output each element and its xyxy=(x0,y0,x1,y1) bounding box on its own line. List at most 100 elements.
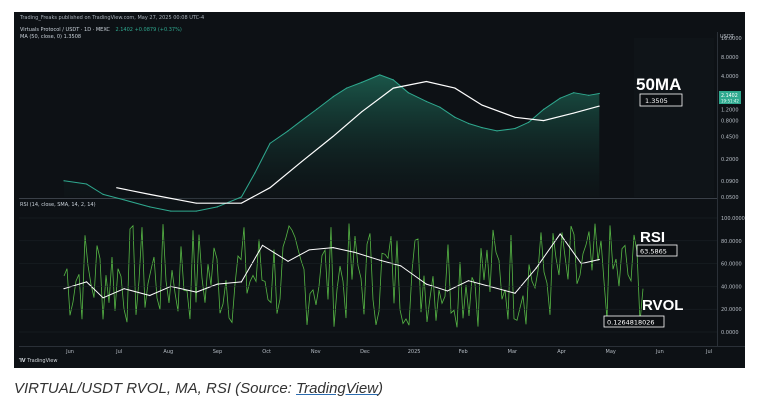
price-point-20 xyxy=(425,100,427,103)
rsi-point-14 xyxy=(379,259,381,261)
price-point-0 xyxy=(63,180,65,182)
currency-label: USDT xyxy=(720,34,735,40)
rsi-point-20 xyxy=(514,292,516,294)
time-tick-1: Jul xyxy=(115,349,122,355)
price-segment-5 xyxy=(149,206,171,212)
price-point-32 xyxy=(598,92,600,95)
price-segment-17 xyxy=(361,74,380,83)
rsi-segment-21 xyxy=(514,267,537,294)
price-area xyxy=(64,74,600,212)
price-change: 2.1402 +0.0879 (+0.37%) xyxy=(115,27,182,33)
rsi-point-15 xyxy=(400,265,402,267)
price-point-23 xyxy=(467,122,470,125)
rsi-segment-22 xyxy=(535,233,561,269)
time-tick-8: Feb xyxy=(459,349,468,355)
price-point-9 xyxy=(254,172,256,174)
price-segment-18 xyxy=(379,74,394,81)
rsi-point-17 xyxy=(446,290,449,292)
ma-point-4 xyxy=(269,187,271,189)
price-segment-8 xyxy=(217,196,242,208)
current-price-value: 2.1402 xyxy=(721,93,738,99)
price-point-12 xyxy=(300,119,303,122)
rsi-tick-3: 40.0000 xyxy=(721,284,742,290)
ma-point-7 xyxy=(361,111,363,113)
rsi-tick-2: 60.0000 xyxy=(721,262,742,268)
rsi-label: RSI xyxy=(640,229,665,246)
ma-point-9 xyxy=(425,81,427,83)
price-point-19 xyxy=(407,92,409,94)
price-segment-11 xyxy=(269,130,289,144)
chart-svg: 16.00008.00004.00002.10001.20000.80000.4… xyxy=(14,12,745,368)
rsi-tick-1: 80.0000 xyxy=(721,239,742,245)
price-point-17 xyxy=(379,74,381,76)
ma-point-15 xyxy=(598,105,600,107)
rsi-segment-15 xyxy=(379,259,401,267)
rsi-segment-12 xyxy=(309,247,334,251)
rsi-segment-6 xyxy=(170,285,197,293)
price-point-3 xyxy=(123,199,125,201)
price-segment-16 xyxy=(346,81,362,89)
rsi-point-4 xyxy=(149,294,151,297)
rsi-segment-2 xyxy=(86,281,104,299)
rvol-line xyxy=(63,223,644,328)
projection-zone xyxy=(634,38,714,197)
price-segment-3 xyxy=(102,193,125,201)
rsi-point-21 xyxy=(535,267,537,269)
tradingview-logo: ⅂V TradingView xyxy=(19,358,57,364)
price-tick-8: 0.0900 xyxy=(721,179,739,185)
ma-point-8 xyxy=(392,87,394,89)
current-time-value: 19:51:42 xyxy=(721,99,739,104)
price-tick-6: 0.4500 xyxy=(721,134,739,140)
time-tick-7: 2025 xyxy=(408,349,421,355)
rsi-segment-4 xyxy=(124,288,150,297)
rsi-segment-13 xyxy=(333,247,355,253)
ma-point-10 xyxy=(454,87,456,89)
price-segment-27 xyxy=(514,121,529,129)
time-tick-5: Nov xyxy=(311,349,321,355)
ma-point-14 xyxy=(573,112,575,114)
time-tick-2: Aug xyxy=(163,349,173,355)
published-by: Trading_Freaks published on TradingView.… xyxy=(20,15,205,21)
price-segment-9 xyxy=(240,172,256,198)
price-point-1 xyxy=(85,183,88,185)
rsi-point-11 xyxy=(308,249,310,251)
rsi-tick-4: 20.0000 xyxy=(721,307,742,313)
caption-prefix: VIRTUAL/USDT RVOL, MA, RSI (Source: xyxy=(14,380,297,397)
rsi-tick-0: 100.0000 xyxy=(721,216,745,222)
chart-panel: 16.00008.00004.00002.10001.20000.80000.4… xyxy=(14,12,745,368)
current-price-tag xyxy=(719,91,741,104)
rsi-segment-10 xyxy=(262,244,289,262)
price-segment-21 xyxy=(426,101,441,108)
price-segment-32 xyxy=(588,92,600,96)
rsi-point-2 xyxy=(102,297,104,299)
price-point-10 xyxy=(269,142,271,144)
rsi-segment-3 xyxy=(102,288,125,299)
price-segment-31 xyxy=(573,92,589,96)
price-point-27 xyxy=(528,121,530,123)
price-segment-15 xyxy=(332,87,347,98)
price-point-13 xyxy=(316,108,318,110)
price-point-25 xyxy=(496,130,498,132)
rsi-segment-14 xyxy=(354,251,380,261)
price-segment-26 xyxy=(496,128,516,132)
rsi-value-box xyxy=(636,244,678,257)
price-segment-7 xyxy=(196,206,218,212)
price-point-18 xyxy=(392,79,394,81)
time-tick-13: Jul xyxy=(705,349,712,355)
ma-point-12 xyxy=(514,116,516,118)
price-point-14 xyxy=(332,96,334,98)
ma-line xyxy=(116,80,600,204)
time-tick-12: Jun xyxy=(655,349,664,355)
rvol-label: RVOL xyxy=(642,297,683,314)
rsi-point-22 xyxy=(559,233,561,235)
tv-icon: ⅂V xyxy=(19,358,26,364)
ma-label: 50MA xyxy=(636,75,681,94)
price-point-11 xyxy=(287,130,289,132)
price-point-16 xyxy=(361,81,363,83)
time-tick-9: Mar xyxy=(508,349,518,355)
rsi-segment-11 xyxy=(287,249,310,262)
rsi-segment-23 xyxy=(559,233,582,264)
ma-point-3 xyxy=(240,202,242,204)
price-tick-5: 0.8000 xyxy=(721,119,739,125)
caption-source-link[interactable]: TradingView xyxy=(296,380,379,397)
